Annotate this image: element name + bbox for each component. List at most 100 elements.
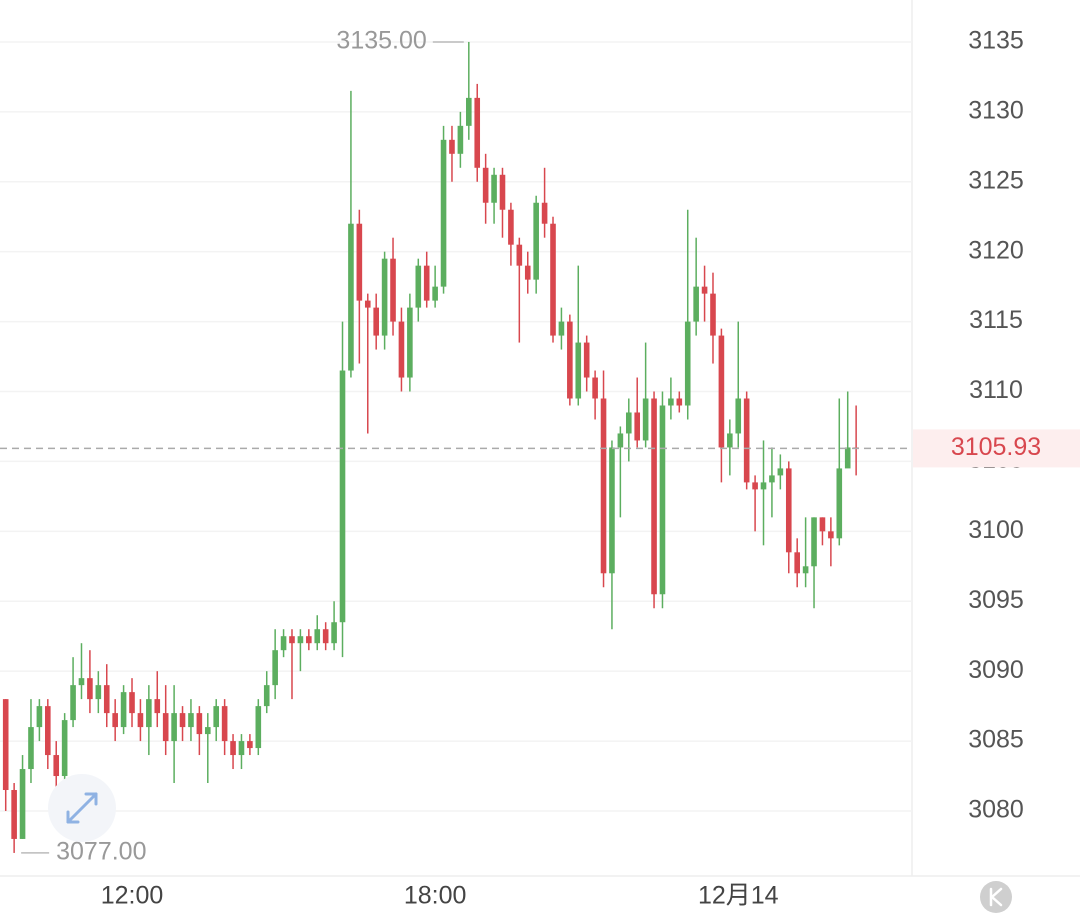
candle-body [440,139,447,287]
candle-body [449,139,455,154]
candle-body [70,685,76,721]
candle-body [407,307,413,378]
candle-body [289,636,295,644]
candle-body [642,398,649,441]
candle-body [297,636,304,644]
candle-body [230,741,236,756]
candle-body [204,727,211,735]
candle-body [280,636,287,651]
candle-body [718,335,725,448]
overlay: 3080308530903095310031053110311531203125… [0,27,1080,910]
candle-body [171,713,177,742]
candle-body [263,685,270,707]
candle-body [348,223,354,371]
candle-body [247,741,253,749]
candle-body [701,286,708,294]
candle-body [45,706,51,756]
candle-body [95,685,102,700]
candle-body [19,769,26,839]
candle-body [331,622,337,644]
candle-body [558,321,565,336]
x-tick-label: 12:00 [101,882,164,910]
y-tick-label: 3085 [968,726,1024,754]
candle-body [550,223,556,336]
x-tick-label: 12月14 [698,882,779,910]
candle-body [373,307,379,336]
y-tick-label: 3110 [969,376,1023,404]
candle-body [213,706,220,728]
candle-body [398,321,405,378]
candle-body [482,167,489,203]
candle-body [103,685,110,714]
y-tick-label: 3115 [969,306,1023,334]
candle-body [28,727,34,770]
candle-body [600,398,607,574]
candle-body [794,552,800,574]
candle-body [415,265,422,308]
candle-body [836,468,843,539]
candle-body [162,713,169,742]
y-tick-label: 3125 [968,166,1024,194]
candles [2,41,859,853]
y-tick-label: 3090 [968,656,1024,684]
expand-button[interactable] [48,774,116,842]
candle-body [129,692,135,714]
last-price-box [913,429,1080,468]
candle-body [592,377,598,399]
candle-body [154,699,161,714]
candle-body [61,720,68,777]
candle-body [432,286,438,301]
candle-body [659,405,666,595]
candle-body [743,398,750,483]
candle-body [508,209,514,245]
candle-body [11,790,17,839]
candle-body [609,447,615,574]
candle-body [221,706,228,742]
y-tick-label: 3095 [968,586,1024,614]
candle-body [735,398,742,434]
candle-body [802,566,809,574]
candle-body [727,433,733,448]
y-tick-label: 3120 [968,236,1024,264]
candle-body [36,706,43,728]
candle-body [651,398,657,595]
candle-body [575,342,582,399]
candle-body [314,629,321,644]
candle-body [811,517,817,567]
candle-body [339,370,346,623]
candle-body [710,293,716,336]
candle-body [306,636,312,644]
candle-body [828,531,834,539]
candle-body [423,265,430,301]
candle-body [78,678,85,686]
candle-body [196,713,203,735]
candle-body [693,286,699,322]
candle-body [137,713,144,728]
candle-body [466,97,472,126]
last-price-label: 3105.93 [951,433,1041,461]
candle-body [112,713,118,728]
candle-body [491,174,497,203]
candle-body [499,174,506,210]
candle-body [322,629,329,644]
candle-body [2,699,9,791]
k-button[interactable] [980,881,1012,913]
candle-body [819,517,826,532]
annotation-label: 3135.00 [336,27,426,55]
annotation-label: 3077.00 [56,838,146,866]
candle-body [255,706,262,749]
candle-body [272,650,278,686]
candle-body [364,300,371,308]
candle-body [474,97,481,168]
candle-body [752,482,758,490]
candle-body [668,398,674,406]
candle-body [146,699,152,728]
candle-body [625,412,632,434]
candle-body [516,244,523,266]
candle-body [567,321,573,399]
candle-body [238,741,245,756]
candle-body [457,125,464,154]
candle-body [777,468,784,476]
